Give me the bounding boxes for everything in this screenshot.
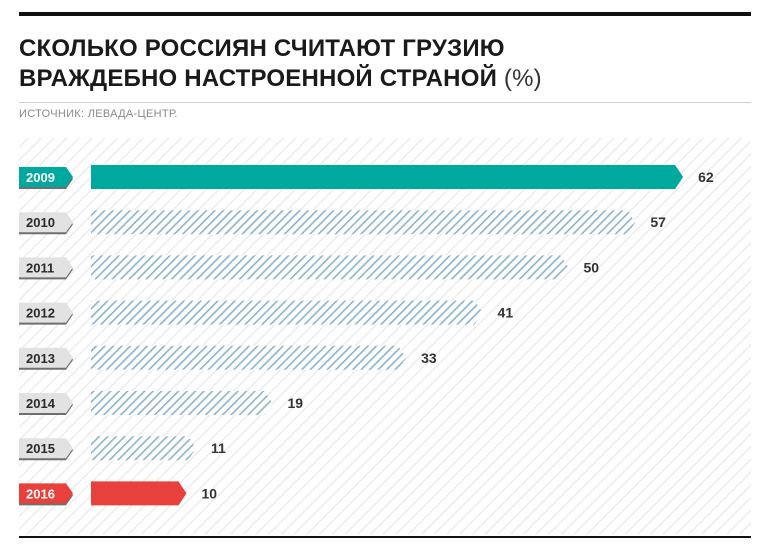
year-tab [19,483,73,504]
chart-background [19,138,751,534]
bar [91,481,187,506]
bar [91,255,569,280]
year-tab [19,257,73,278]
year-tab [19,212,73,233]
value-label: 41 [498,305,514,321]
title-line-2: ВРАЖДЕБНО НАСТРОЕННОЙ СТРАНОЙ [19,65,498,92]
value-label: 11 [211,440,226,456]
value-label: 33 [421,350,437,366]
year-tick-label: 2011 [26,260,54,275]
year-tick-label: 2009 [26,170,55,185]
chart-title: СКОЛЬКО РОССИЯН СЧИТАЮТ ГРУЗИЮ ВРАЖДЕБНО… [19,34,751,94]
year-tick-label: 2016 [26,486,55,501]
title-unit: (%) [503,65,542,92]
bar [91,300,483,325]
value-label: 62 [698,169,714,185]
year-tab [19,393,73,413]
bar [91,345,407,370]
top-rule [19,12,751,16]
year-tab [19,167,73,187]
value-label: 19 [287,395,303,411]
bar-rows: 2009 62 2010 57 2011 50 2012 41 2013 33 2014 19 2015… [19,165,714,506]
bar [91,165,684,189]
title-line-1: СКОЛЬКО РОССИЯН СЧИТАЮТ ГРУЗИЮ [19,35,505,62]
value-label: 50 [584,259,600,275]
value-label: 10 [202,485,218,501]
year-tick-label: 2014 [26,396,56,411]
value-label: 57 [650,214,666,230]
year-tick-label: 2010 [26,215,55,230]
bar [91,436,197,461]
year-tick-label: 2015 [26,441,55,456]
year-tick-label: 2013 [26,351,55,366]
bar [91,391,273,415]
source-note: ИСТОЧНИК: ЛЕВАДА-ЦЕНТР. [19,108,178,120]
bottom-rule [19,536,751,538]
year-tab [19,347,73,368]
year-tick-label: 2012 [26,306,55,321]
title-divider [19,102,751,103]
year-tab [19,438,73,459]
year-tab [19,302,73,323]
bar [91,210,636,235]
